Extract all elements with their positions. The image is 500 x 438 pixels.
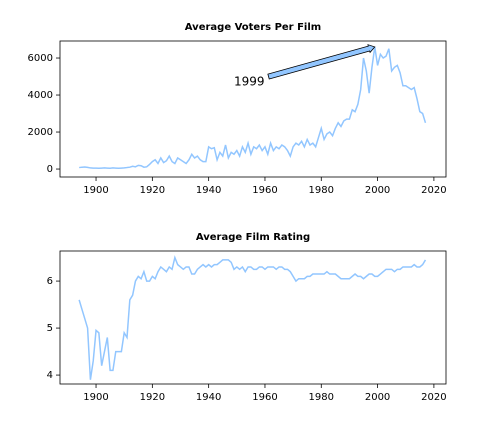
data-line (78, 255, 427, 380)
plot-frame (59, 250, 447, 385)
x-tick-label: 1920 (140, 185, 165, 196)
x-tick-label: 2020 (421, 392, 446, 403)
x-tick-label: 1900 (83, 392, 108, 403)
x-tick-label: 1980 (309, 392, 334, 403)
y-tick-label: 0 (47, 164, 53, 175)
annotation-text: 1999 (234, 75, 265, 89)
x-tick-label: 2000 (365, 185, 390, 196)
chart-title: Average Voters Per Film (185, 22, 321, 33)
x-tick-label: 2020 (421, 185, 446, 196)
x-tick-label: 1960 (252, 392, 277, 403)
chart-title: Average Film Rating (196, 232, 310, 243)
data-line (79, 46, 427, 170)
y-tick-label: 5 (47, 323, 53, 334)
y-tick-label: 4 (47, 370, 53, 381)
x-tick-label: 2000 (365, 392, 390, 403)
y-tick-label: 4000 (28, 90, 53, 101)
annotation-arrow (267, 44, 376, 80)
y-tick-label: 6000 (28, 53, 53, 64)
y-tick-label: 2000 (28, 127, 53, 138)
x-tick-label: 1940 (196, 392, 221, 403)
plot-frame (59, 40, 447, 178)
x-tick-label: 1920 (140, 392, 165, 403)
x-tick-label: 1980 (309, 185, 334, 196)
x-tick-label: 1900 (83, 185, 108, 196)
y-tick-label: 6 (47, 276, 53, 287)
x-tick-label: 1940 (196, 185, 221, 196)
x-tick-label: 1960 (252, 185, 277, 196)
